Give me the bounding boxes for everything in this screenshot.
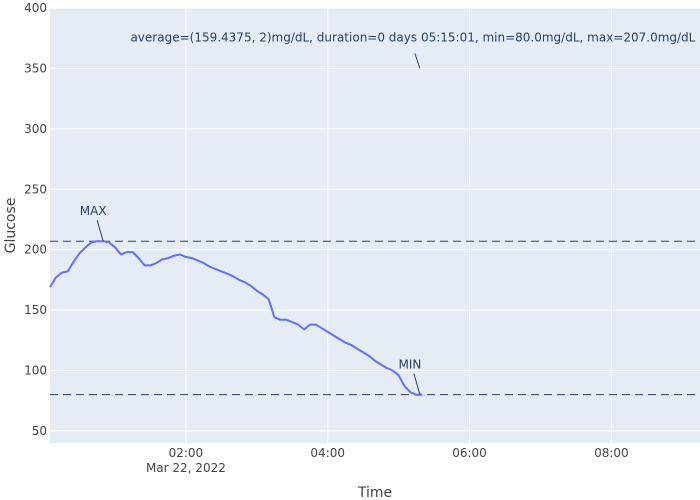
x-tick-label: 04:00 xyxy=(310,446,345,460)
max-annotation: MAX xyxy=(80,204,107,218)
series-layer xyxy=(49,240,423,396)
y-tick-label: 150 xyxy=(24,303,47,317)
min-annotation-arrow xyxy=(413,373,421,395)
y-tick-label: 350 xyxy=(24,61,47,75)
min-annotation: MIN xyxy=(398,358,421,372)
reference-lines xyxy=(50,240,700,396)
y-tick-label: 300 xyxy=(24,122,47,136)
y-axis-title: Glucose xyxy=(3,198,19,254)
summary-annotation-arrow xyxy=(414,53,421,69)
y-tick-label: 200 xyxy=(24,243,47,257)
y-tick-label: 400 xyxy=(24,1,47,15)
x-tick-labels: 02:00 04:00 06:00 08:00 xyxy=(169,446,629,460)
max-annotation-arrow xyxy=(96,220,104,242)
x-date-label: Mar 22, 2022 xyxy=(146,461,226,475)
x-tick-label: 02:00 xyxy=(169,446,204,460)
y-tick-label: 250 xyxy=(24,182,47,196)
plot-area xyxy=(50,8,700,443)
summary-annotation: average=(159.4375, 2)mg/dL, duration=0 d… xyxy=(130,30,695,44)
x-tick-label: 06:00 xyxy=(452,446,487,460)
annotations: MAX MIN average=(159.4375, 2)mg/dL, durati… xyxy=(80,30,696,395)
x-tick-label: 08:00 xyxy=(594,446,629,460)
y-tick-labels: 50 100 150 200 250 300 350 400 xyxy=(24,1,47,438)
y-tick-label: 100 xyxy=(24,364,47,378)
glucose-series-line xyxy=(49,240,423,396)
gridlines xyxy=(50,7,700,443)
y-tick-label: 50 xyxy=(32,424,47,438)
x-axis-title: Time xyxy=(357,485,392,500)
